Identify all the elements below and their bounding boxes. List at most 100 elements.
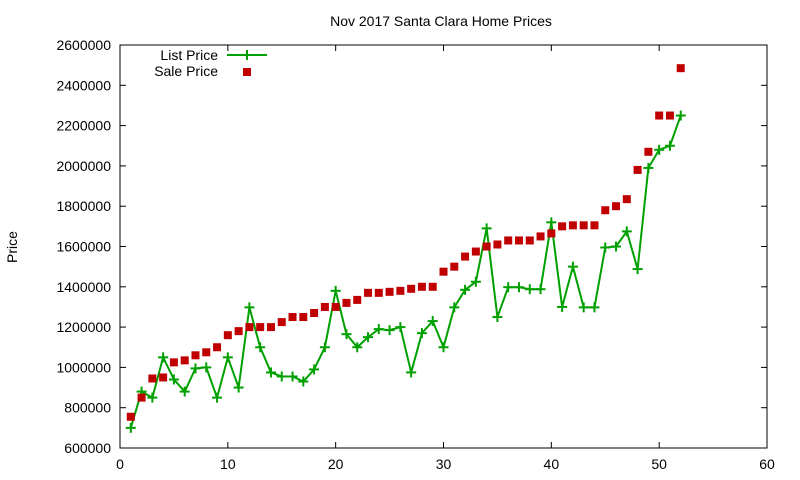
list-price-point	[330, 285, 341, 296]
y-axis: 600000 800000 1000000 1200000 1400000 1600000…	[56, 37, 767, 456]
list-price-point	[675, 110, 686, 121]
sale-price-point	[428, 282, 437, 291]
sale-price-point	[374, 288, 383, 297]
sale-price-point	[320, 302, 329, 311]
x-tick-label: 60	[759, 456, 775, 472]
plot-area-border	[119, 44, 768, 449]
list-price-point	[589, 302, 600, 313]
x-tick-label: 50	[651, 456, 667, 472]
x-axis: 0 10 20 30 40 50 60	[116, 45, 775, 472]
legend-sale-price-label: Sale Price	[154, 63, 218, 79]
y-tick-label: 600000	[64, 440, 111, 456]
chart-title: Nov 2017 Santa Clara Home Prices	[330, 13, 552, 29]
y-tick-label: 2200000	[56, 118, 111, 134]
sale-price-point	[223, 331, 232, 340]
list-price-point	[470, 276, 481, 287]
sale-price-point	[159, 373, 168, 382]
legend-list-price-label: List Price	[160, 47, 218, 63]
y-tick-label: 2600000	[56, 37, 111, 53]
list-price-point	[621, 226, 632, 237]
sale-price-point	[644, 147, 653, 156]
sale-price-point	[482, 242, 491, 251]
list-price-point	[319, 342, 330, 353]
sale-price-point	[417, 282, 426, 291]
y-tick-label: 1400000	[56, 279, 111, 295]
sale-price-point	[439, 267, 448, 276]
sale-price-point	[169, 358, 178, 367]
list-price-point	[287, 371, 298, 382]
sale-price-point	[353, 295, 362, 304]
legend-list-price-marker	[242, 50, 252, 60]
list-price-point	[201, 362, 212, 373]
sale-price-point	[493, 240, 502, 249]
list-price-point	[276, 371, 287, 382]
list-price-point	[352, 342, 363, 353]
list-price-point	[481, 223, 492, 234]
list-price-point	[244, 302, 255, 313]
list-price-point	[557, 301, 568, 312]
y-tick-label: 2000000	[56, 158, 111, 174]
list-price-point	[449, 302, 460, 313]
sale-price-point	[514, 236, 523, 245]
x-tick-label: 0	[116, 456, 124, 472]
sale-price-point	[126, 412, 135, 421]
sale-price-point	[288, 313, 297, 322]
sale-price-point	[245, 323, 254, 332]
y-axis-label: Price	[4, 231, 20, 263]
list-price-point	[373, 324, 384, 335]
list-price-point	[233, 382, 244, 393]
list-price-point	[255, 342, 266, 353]
sale-price-point	[331, 302, 340, 311]
list-price-point	[125, 422, 136, 433]
list-price-point	[664, 140, 675, 151]
list-price-series	[125, 110, 686, 433]
list-price-point	[438, 342, 449, 353]
y-tick-label: 1600000	[56, 239, 111, 255]
list-price-point	[578, 302, 589, 313]
sale-price-point	[471, 247, 480, 256]
sale-price-point	[525, 236, 534, 245]
sale-price-point	[450, 262, 459, 271]
sale-price-point	[191, 351, 200, 360]
sale-price-point	[385, 287, 394, 296]
y-tick-label: 800000	[64, 400, 111, 416]
x-tick-label: 10	[220, 456, 236, 472]
list-price-point	[460, 284, 471, 295]
sale-price-point	[299, 313, 308, 322]
y-tick-label: 1000000	[56, 359, 111, 375]
list-price-point	[535, 284, 546, 295]
sale-price-point	[266, 323, 275, 332]
list-price-point	[654, 144, 665, 155]
sale-price-point	[137, 393, 146, 402]
list-price-point	[158, 352, 169, 363]
sale-price-point	[579, 221, 588, 230]
list-price-point	[179, 386, 190, 397]
list-price-line	[129, 115, 682, 429]
sale-price-point	[622, 195, 631, 204]
list-price-point	[492, 312, 503, 323]
sale-price-point	[504, 236, 513, 245]
sale-price-point	[461, 252, 470, 261]
list-price-point	[513, 282, 524, 293]
list-price-point	[363, 332, 374, 343]
sale-price-point	[396, 286, 405, 295]
sale-price-point	[536, 232, 545, 241]
list-price-point	[190, 363, 201, 374]
list-price-point	[309, 364, 320, 375]
list-price-point	[298, 376, 309, 387]
list-price-point	[341, 329, 352, 340]
x-tick-label: 20	[328, 456, 344, 472]
list-price-point	[524, 284, 535, 295]
sale-price-point	[364, 288, 373, 297]
list-price-point	[567, 261, 578, 272]
list-price-point	[212, 392, 223, 403]
sale-price-point	[180, 356, 189, 365]
legend-sale-price-marker	[243, 68, 251, 76]
y-tick-label: 2400000	[56, 77, 111, 93]
sale-price-point	[547, 229, 556, 238]
sale-price-point	[234, 327, 243, 336]
sale-price-point	[665, 111, 674, 120]
list-price-point	[395, 322, 406, 333]
sale-price-point	[633, 165, 642, 174]
